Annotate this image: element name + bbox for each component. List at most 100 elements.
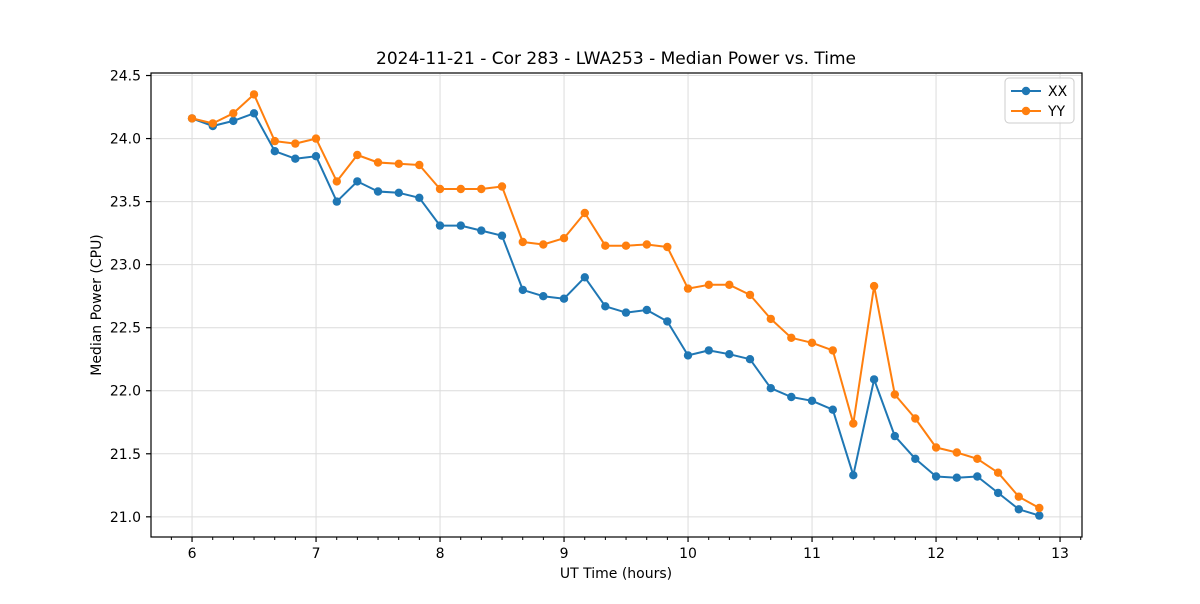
x-axis-label: UT Time (hours) (560, 566, 672, 582)
data-point-yy (559, 234, 569, 243)
data-point-yy (911, 414, 920, 423)
gridlines (151, 73, 1082, 537)
data-point-yy (642, 240, 651, 249)
data-point-xx (745, 355, 755, 364)
data-point-yy (704, 280, 713, 289)
data-point-xx (435, 221, 445, 230)
tick-labels: 6 7 8 9 10 11 12 13 21.0 21.5 22.0 22.5 23.0 23.5 24.0… (110, 69, 1069, 562)
data-point-yy (787, 333, 796, 342)
data-point-yy (477, 184, 486, 194)
data-point-yy (291, 139, 300, 148)
data-point-xx (869, 375, 879, 384)
y-tick-label: 24.0 (110, 132, 141, 148)
x-tick-label: 10 (679, 546, 697, 562)
data-point-yy (890, 390, 899, 399)
legend-label-yy: YY (1047, 104, 1066, 120)
y-tick-label: 22.5 (110, 321, 141, 337)
data-point-xx (828, 405, 837, 414)
data-point-yy (311, 134, 321, 143)
y-tick-label: 21.0 (110, 510, 141, 526)
data-point-yy (456, 184, 465, 194)
data-point-xx (1035, 511, 1044, 520)
data-point-xx (725, 350, 734, 359)
data-point-yy (373, 158, 383, 167)
data-point-xx (311, 152, 321, 161)
series-line-xx (191, 112, 1040, 517)
data-point-yy (518, 237, 527, 247)
data-point-xx (477, 226, 486, 235)
legend-item-xx: XX (1011, 84, 1068, 100)
data-point-yy (973, 454, 982, 463)
data-point-yy (828, 346, 837, 355)
y-tick-label: 23.5 (110, 195, 141, 211)
data-point-xx (621, 308, 631, 317)
data-point-xx (394, 188, 403, 197)
data-point-xx (518, 285, 527, 295)
data-point-yy (208, 119, 217, 128)
data-point-yy (952, 448, 961, 457)
data-point-yy (931, 443, 941, 452)
data-point-xx (973, 472, 982, 481)
data-point-yy (1035, 503, 1044, 513)
data-point-yy (187, 114, 197, 123)
data-point-yy (415, 160, 424, 170)
data-point-xx (353, 177, 362, 186)
data-point-xx (704, 346, 713, 355)
data-point-xx (415, 193, 424, 202)
legend-label-xx: XX (1048, 84, 1068, 100)
data-point-xx (683, 351, 693, 360)
data-point-yy (745, 290, 755, 300)
data-point-xx (559, 294, 569, 303)
data-point-xx (663, 317, 672, 326)
data-point-xx (1014, 505, 1023, 514)
chart-title: 2024-11-21 - Cor 283 - LWA253 - Median P… (376, 49, 856, 69)
data-point-yy (869, 281, 879, 291)
data-point-yy (725, 280, 734, 289)
data-point-yy (270, 136, 279, 146)
data-point-xx (787, 392, 796, 402)
data-point-xx (270, 147, 279, 156)
data-point-yy (766, 314, 775, 324)
data-point-yy (621, 241, 631, 250)
data-point-yy (435, 184, 445, 194)
data-point-xx (911, 454, 920, 463)
data-point-xx (291, 154, 300, 163)
data-point-yy (1014, 492, 1023, 501)
y-tick-label: 23.0 (110, 258, 141, 274)
x-tick-label: 12 (927, 546, 945, 562)
data-point-xx (993, 488, 1003, 498)
data-point-xx (766, 384, 775, 393)
data-point-yy (993, 468, 1003, 477)
data-point-xx (456, 221, 465, 230)
data-point-yy (229, 109, 238, 118)
data-point-xx (539, 292, 548, 301)
data-point-xx (931, 472, 941, 481)
data-point-xx (601, 302, 610, 311)
data-point-xx (952, 473, 961, 482)
x-tick-label: 8 (436, 546, 445, 562)
data-point-xx (497, 231, 507, 240)
data-point-yy (539, 240, 548, 249)
data-point-yy (849, 419, 858, 428)
series-layer (187, 90, 1044, 520)
data-point-yy (332, 177, 341, 186)
data-point-yy (353, 150, 362, 160)
axis-ticks (146, 74, 1082, 542)
data-point-xx (229, 116, 238, 126)
data-point-yy (601, 241, 610, 250)
data-point-xx (580, 273, 589, 282)
data-point-xx (807, 396, 817, 405)
data-point-yy (807, 338, 817, 347)
y-axis-label: Median Power (CPU) (89, 234, 105, 376)
legend-item-yy: YY (1011, 104, 1066, 120)
x-tick-label: 7 (312, 546, 321, 562)
plot-area-border (150, 72, 1083, 538)
y-tick-label: 24.5 (110, 69, 141, 85)
data-point-xx (249, 109, 259, 118)
data-point-yy (663, 242, 672, 252)
x-tick-label: 9 (560, 546, 569, 562)
x-tick-label: 11 (803, 546, 821, 562)
data-point-xx (373, 187, 383, 196)
